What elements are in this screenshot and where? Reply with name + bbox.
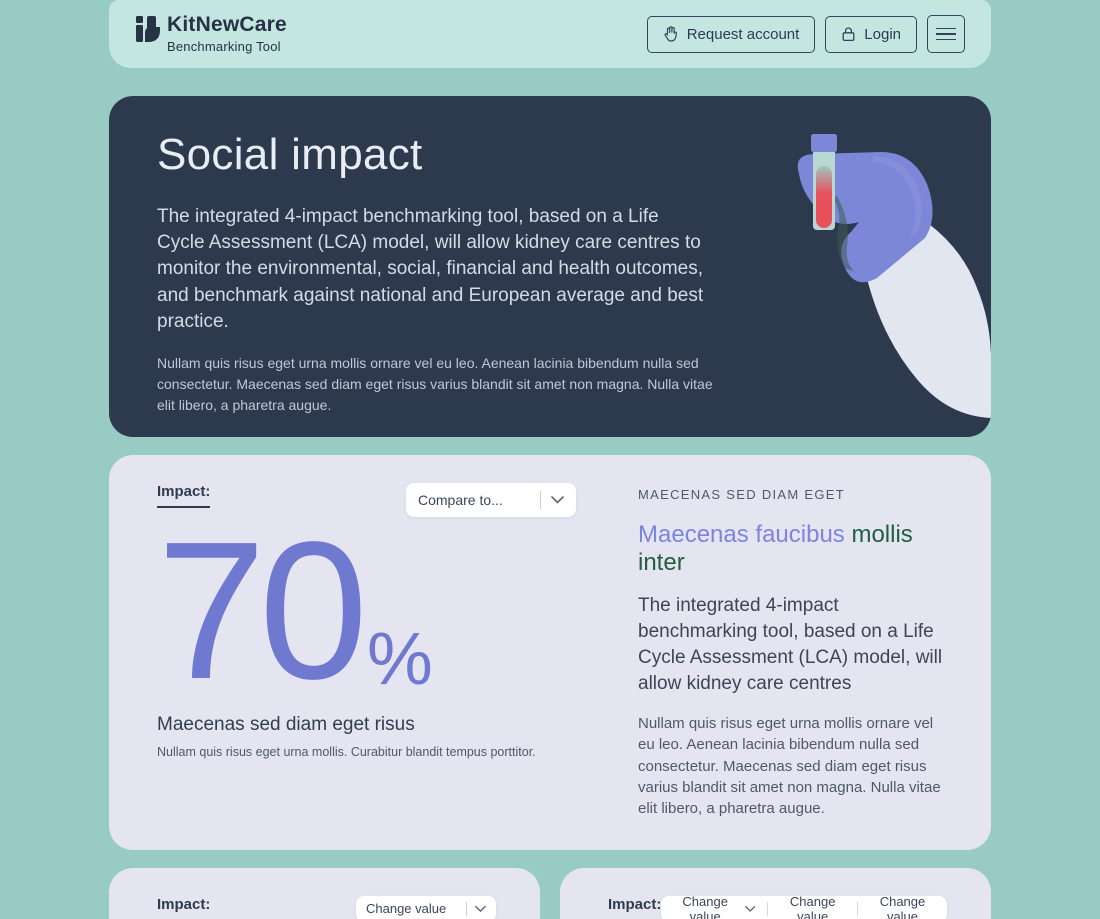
- chart-card-header: Impact: Change value: [157, 895, 496, 919]
- change-value-dropdown[interactable]: Change value: [356, 895, 496, 919]
- brand-text: KitNewCare Benchmarking Tool: [167, 13, 287, 54]
- compare-to-dropdown-label: Compare to...: [418, 492, 503, 508]
- compare-to-dropdown[interactable]: Compare to...: [406, 483, 576, 517]
- big-percentage: 70 %: [157, 501, 576, 720]
- hero-section: Social impact The integrated 4-impact be…: [109, 96, 991, 437]
- section-heading-accent: Maecenas faucibus: [638, 521, 845, 548]
- login-label: Login: [864, 25, 901, 43]
- stat-card-header: Impact: Compare to...: [157, 483, 576, 517]
- stat-caption: Maecenas sed diam eget risus: [157, 713, 415, 735]
- kitnewcare-logo-icon: [136, 16, 160, 43]
- hero-title: Social impact: [157, 130, 423, 179]
- hero-body-paragraph: Nullam quis risus eget urna mollis ornar…: [157, 355, 713, 414]
- hero-lead-paragraph: The integrated 4-impact benchmarking too…: [157, 206, 704, 332]
- impact-label: Impact:: [157, 896, 210, 919]
- change-value-label: Change value: [879, 893, 926, 919]
- impact-label: Impact:: [157, 483, 211, 508]
- hand-holding-test-tube-illustration: [797, 134, 991, 418]
- stat-right-column: MAECENAS SED DIAM EGET Maecenas faucibus…: [638, 483, 943, 820]
- top-navigation-bar: KitNewCare Benchmarking Tool Request acc…: [109, 0, 991, 68]
- lock-icon: [842, 27, 855, 42]
- stat-subcaption: Nullam quis risus eget urna mollis. Cura…: [157, 744, 536, 759]
- brand-subtitle: Benchmarking Tool: [167, 38, 281, 54]
- big-percentage-value: 70: [157, 501, 368, 720]
- chevron-down-icon: [551, 496, 564, 504]
- request-account-label: Request account: [686, 25, 800, 43]
- impact-chart-card: Impact: Change value 100 75 100: [109, 867, 540, 919]
- impact-controls-card: Impact: Change value Change value Change…: [560, 867, 991, 919]
- section-heading-rest: mollis inter: [638, 521, 913, 576]
- impact-label: Impact:: [608, 896, 661, 919]
- big-percentage-unit: %: [367, 616, 433, 700]
- controls-card-header: Impact: Change value Change value Change…: [608, 894, 947, 919]
- eyebrow-heading: MAECENAS SED DIAM EGET: [638, 487, 846, 502]
- segment-divider: [857, 901, 858, 916]
- chevron-down-icon: [745, 905, 756, 912]
- change-value-dropdown[interactable]: Change value: [661, 894, 767, 919]
- bottom-cards-row: Impact: Change value 100 75 100: [109, 867, 991, 919]
- brand-logo[interactable]: KitNewCare Benchmarking Tool: [135, 13, 287, 54]
- menu-icon: [936, 27, 956, 30]
- chevron-down-icon: [475, 905, 486, 912]
- impact-stat-card: Impact: Compare to... 70 % Maecenas sed …: [109, 455, 991, 850]
- stat-left-column: Impact: Compare to... 70 % Maecenas sed …: [157, 483, 576, 820]
- section-heading: Maecenas faucibus mollis inter: [638, 521, 943, 577]
- page-container: KitNewCare Benchmarking Tool Request acc…: [109, 0, 991, 919]
- dropdown-divider: [540, 491, 541, 509]
- brand-title: KitNewCare: [167, 13, 287, 37]
- change-value-dropdown-label: Change value: [366, 901, 447, 917]
- hand-icon: [664, 26, 677, 42]
- stat-lead-paragraph: The integrated 4-impact benchmarking too…: [638, 595, 943, 695]
- segment-divider: [767, 901, 769, 916]
- change-value-button[interactable]: Change value: [858, 894, 947, 919]
- change-value-label: Change value: [682, 893, 728, 919]
- header-actions: Request account Login: [646, 15, 965, 53]
- change-value-button[interactable]: Change value: [768, 894, 857, 919]
- stat-body-paragraph: Nullam quis risus eget urna mollis ornar…: [638, 715, 941, 818]
- change-value-segmented-control: Change value Change value Change value: [661, 894, 947, 919]
- menu-button[interactable]: [927, 15, 965, 53]
- change-value-label: Change value: [789, 893, 836, 919]
- request-account-button[interactable]: Request account: [646, 15, 816, 53]
- dropdown-divider: [466, 901, 467, 916]
- login-button[interactable]: Login: [825, 15, 917, 53]
